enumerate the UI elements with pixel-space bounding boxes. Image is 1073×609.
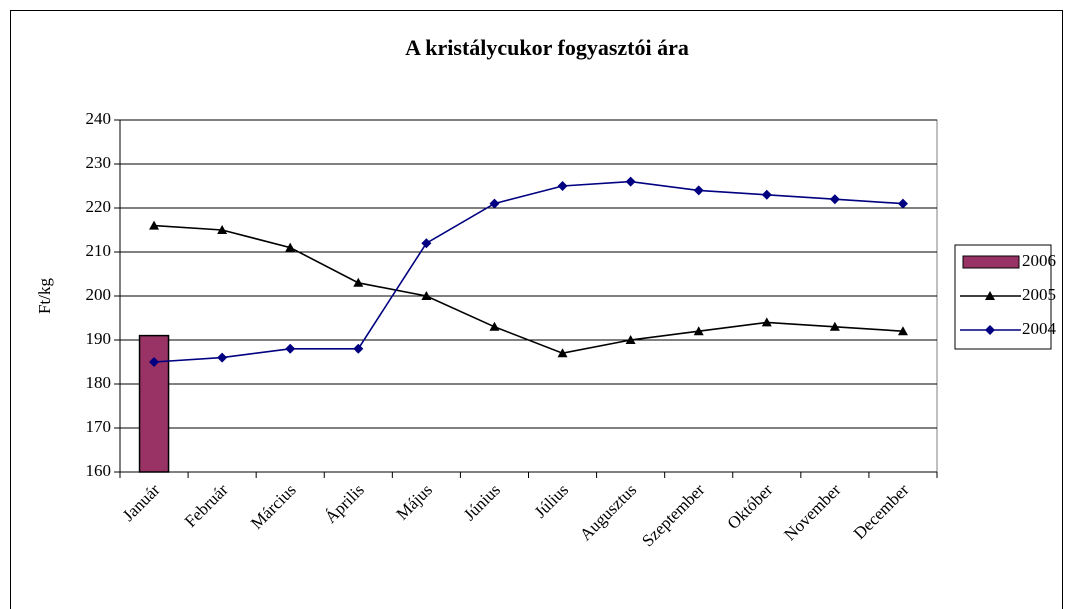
marker [829,194,840,205]
y-axis-label: Ft/kg [35,278,54,314]
marker [285,242,296,252]
y-tick-label: 240 [86,109,112,128]
marker [897,198,908,209]
y-tick-label: 210 [86,241,112,260]
marker [625,335,636,344]
legend-label: 2005 [1022,285,1056,304]
series-line [153,224,904,355]
marker [217,225,228,234]
marker [557,348,568,358]
marker [625,176,636,187]
marker [489,321,500,331]
y-tick-label: 220 [86,197,112,216]
marker [149,220,160,230]
marker [897,326,908,336]
marker [985,325,995,335]
y-tick-label: 170 [86,417,112,436]
marker [985,291,995,300]
series-line [153,180,904,363]
marker [421,238,432,249]
y-tick-label: 180 [86,373,112,392]
bar [138,334,170,473]
marker [489,198,500,209]
marker [761,317,772,327]
chart-title: A kristálycukor fogyasztói ára [405,35,689,60]
marker [421,291,432,300]
marker [829,321,840,331]
marker [693,326,704,336]
legend-label: 2006 [1022,251,1056,270]
marker [693,185,704,196]
marker [353,343,364,354]
y-tick-label: 190 [86,329,112,348]
legend-label: 2004 [1022,319,1057,338]
marker [761,189,772,200]
marker [149,357,160,367]
marker [353,277,364,287]
y-tick-label: 160 [86,461,112,480]
legend-swatch [962,255,1020,269]
marker [217,352,228,363]
marker [557,181,568,191]
y-tick-label: 200 [86,285,112,304]
legend: 2006 2005 2004 [954,244,1057,350]
marker [285,343,296,354]
y-tick-label: 230 [86,153,112,172]
